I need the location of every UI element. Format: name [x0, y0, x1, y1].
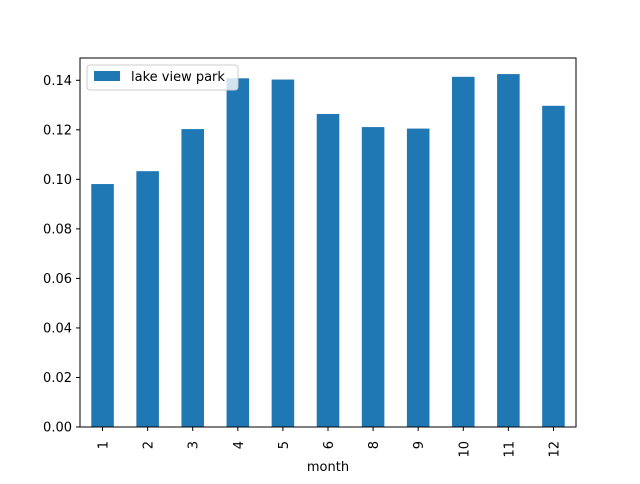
x-tick-label: 4: [232, 441, 247, 449]
y-tick-label: 0.04: [43, 321, 72, 336]
x-axis-label: month: [307, 460, 349, 475]
x-tick-label: 8: [367, 441, 382, 449]
x-tick-label: 3: [187, 441, 202, 449]
bar-month-12: [542, 105, 565, 428]
bars-layer: [91, 74, 565, 428]
bar-month-1: [91, 184, 114, 427]
y-tick-label: 0.06: [43, 272, 72, 287]
x-tick-label: 12: [547, 441, 562, 458]
bar-month-2: [136, 171, 159, 427]
legend-frame: [86, 64, 239, 91]
bar-month-6: [316, 113, 340, 427]
x-tick-label: 11: [502, 441, 517, 458]
y-tick-label: 0.02: [43, 371, 72, 386]
bar-month-9: [406, 128, 430, 427]
bar-month-8: [361, 127, 385, 427]
legend-label: lake view park: [131, 70, 225, 85]
legend: lake view park: [86, 64, 239, 91]
y-tick-label: 0.10: [43, 173, 72, 188]
x-tick-label: 9: [412, 441, 427, 449]
y-tick-label: 0.00: [43, 421, 72, 436]
axes-layer: 1 2 3 4 5 6 8 9 10 11 120.000.020.040.060.080.100.…: [43, 57, 577, 458]
x-tick-label: 10: [457, 441, 472, 458]
bar-month-4: [226, 78, 250, 427]
bar-month-11: [497, 74, 520, 427]
x-tick-label: 6: [322, 441, 337, 449]
y-tick-label: 0.08: [43, 222, 72, 237]
y-tick-label: 0.14: [43, 74, 72, 89]
bar-month-5: [271, 79, 295, 428]
bar-month-10: [452, 76, 475, 427]
x-tick-label: 5: [277, 441, 292, 449]
x-tick-label: 1: [97, 441, 112, 449]
x-tick-label: 2: [142, 441, 157, 449]
y-tick-label: 0.12: [43, 123, 72, 138]
plot-frame: [79, 57, 577, 428]
bar-month-3: [181, 129, 204, 427]
legend-swatch: [94, 71, 120, 81]
